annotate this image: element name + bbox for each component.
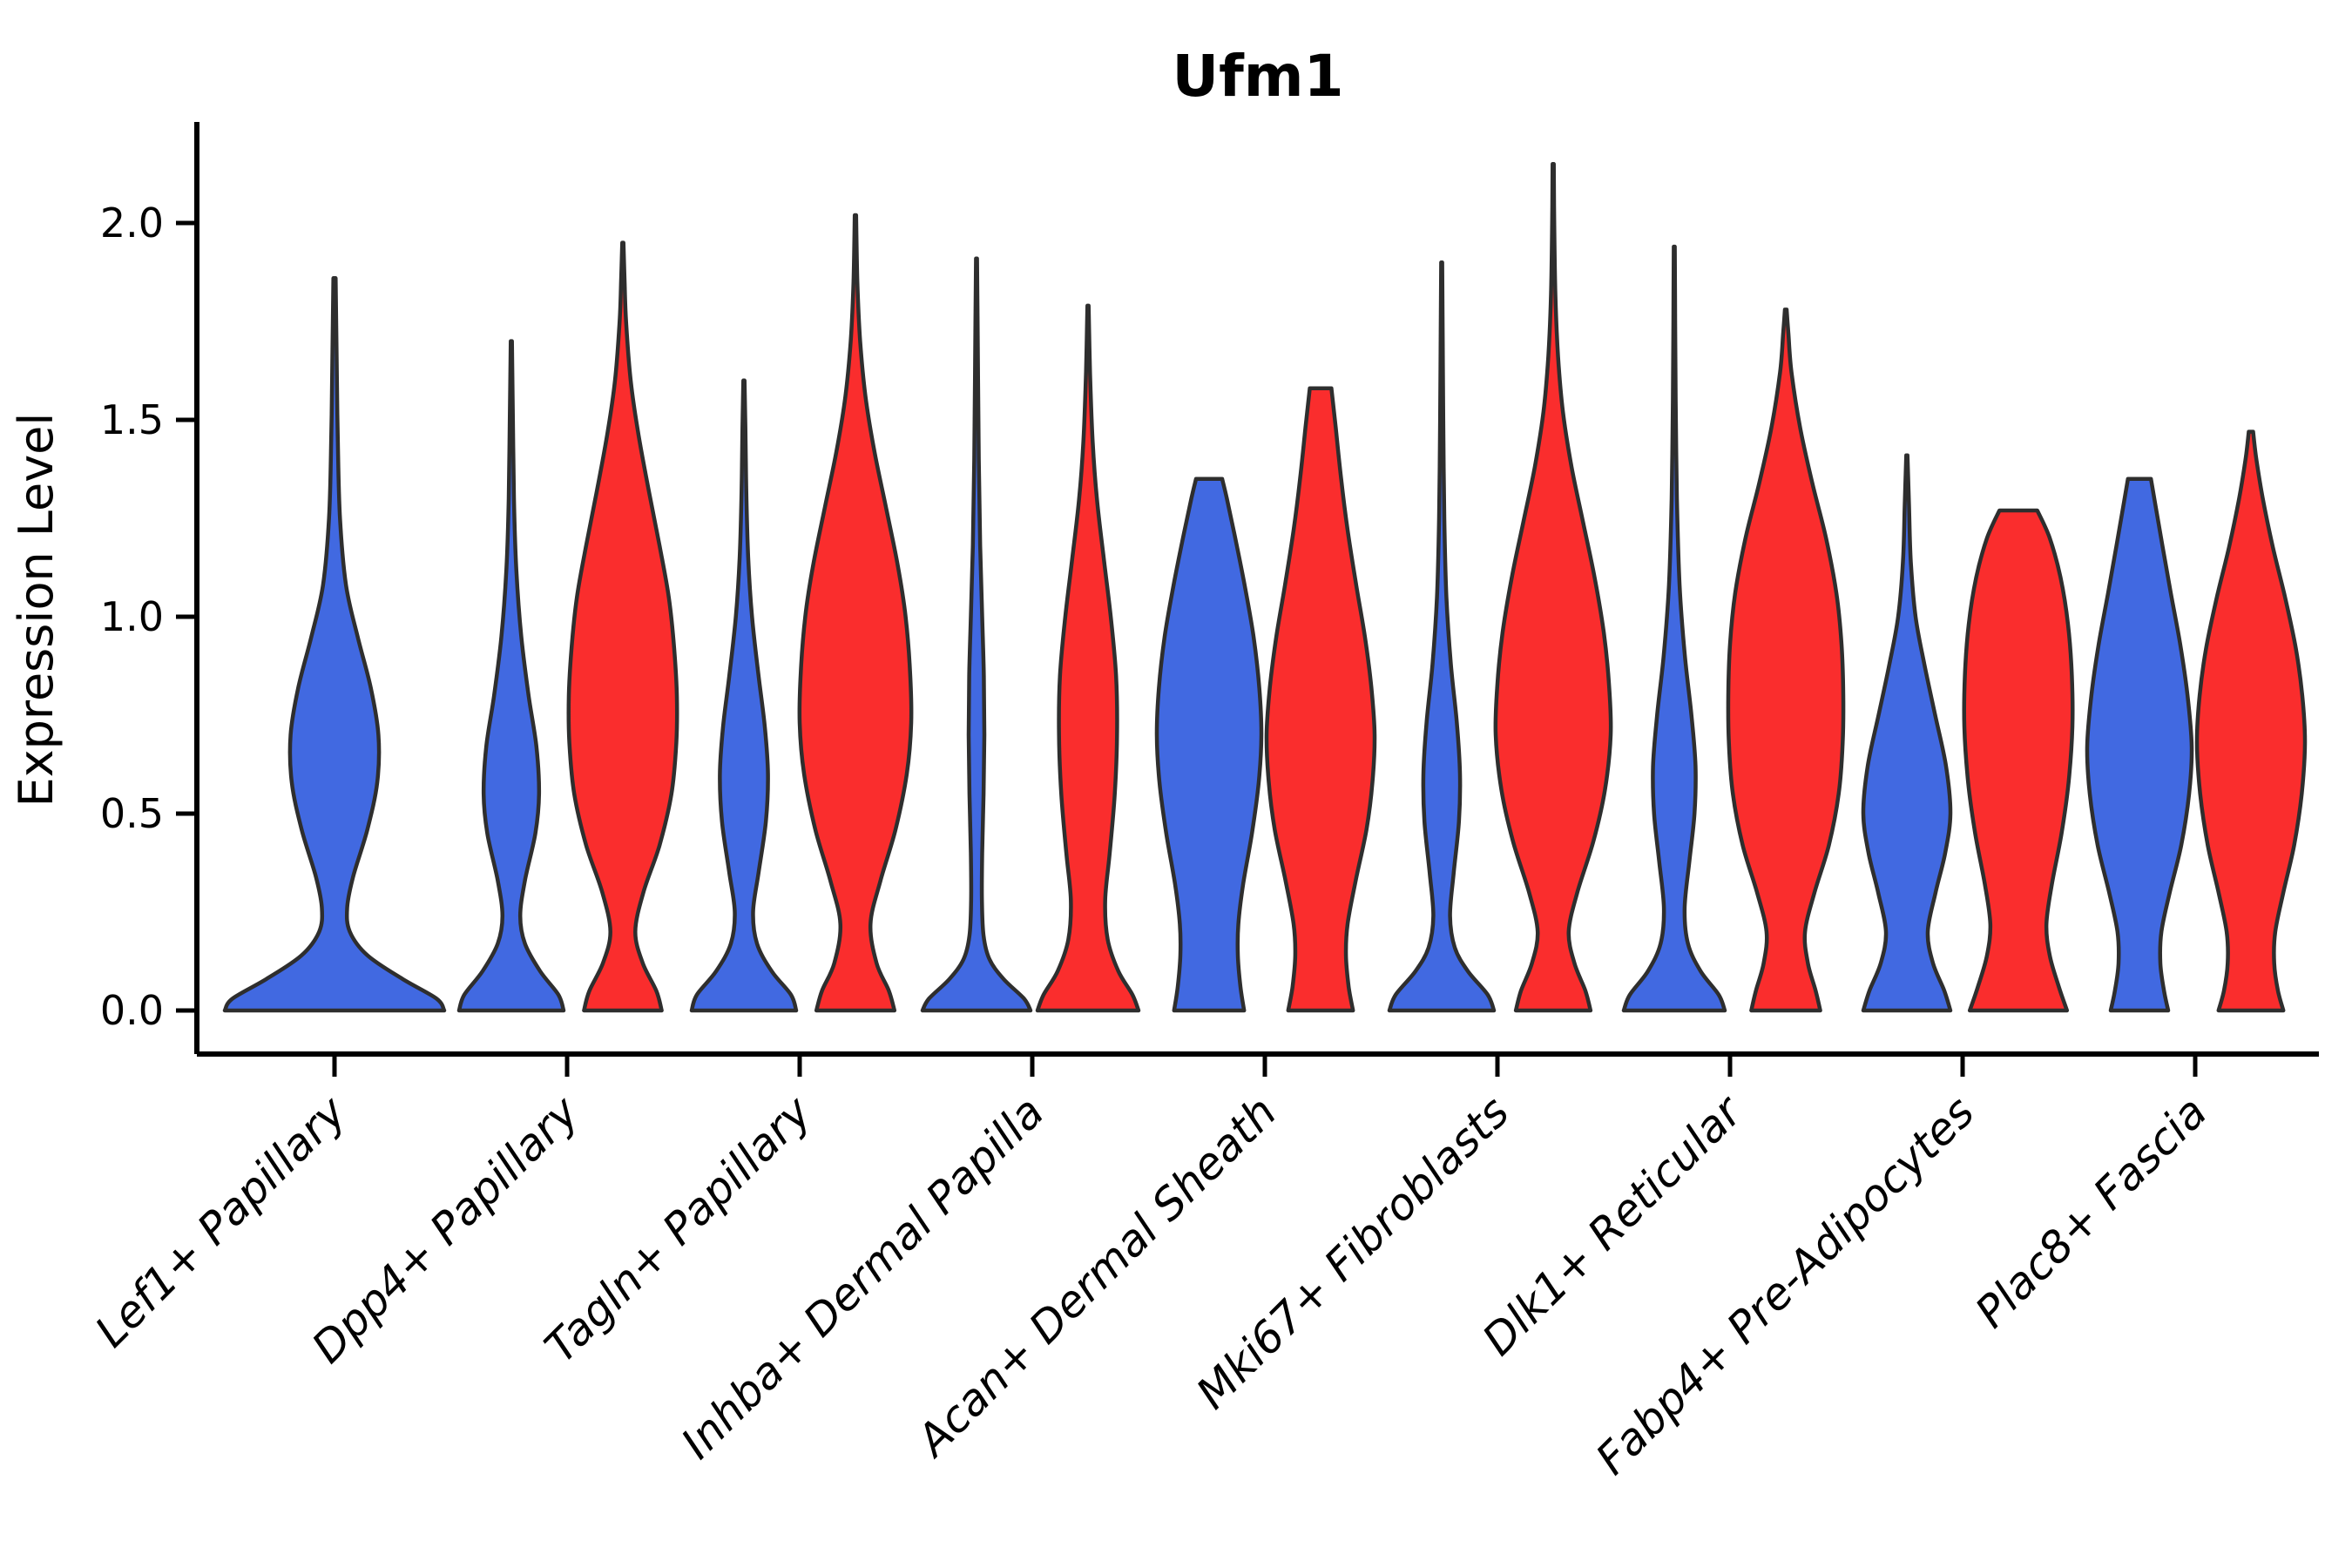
y-axis-label: Expression Level: [9, 413, 64, 808]
violin-fabp4-pre-adipocytes-red: [1962, 508, 2075, 1013]
violin-dlk1-reticular-red: [1726, 308, 1846, 1013]
violin-acan-dermal-sheath-blue: [1154, 476, 1264, 1013]
violin-plac8-fascia-red: [2194, 429, 2308, 1013]
violin-mki67-fibroblasts-red: [1493, 161, 1613, 1013]
violin-fabp4-pre-adipocytes-blue: [1861, 453, 1953, 1013]
y-tick-label: 0.0: [100, 987, 164, 1034]
violin-dpp4-papillary-blue: [456, 339, 566, 1013]
violin-dpp4-papillary-red: [566, 240, 679, 1013]
violin-inhba-dermal-papilla-blue: [920, 256, 1033, 1013]
violins-layer: [222, 161, 2308, 1013]
y-tick-label: 1.5: [100, 396, 164, 443]
violin-tagln-papillary-blue: [689, 378, 799, 1013]
x-tick-label-plac8-fascia: Plac8+ Fascia: [1966, 1086, 2217, 1337]
violin-dlk1-reticular-blue: [1621, 244, 1727, 1013]
violin-plac8-fascia-blue: [2085, 476, 2194, 1013]
violin-inhba-dermal-papilla-red: [1035, 303, 1141, 1013]
violin-mki67-fibroblasts-blue: [1387, 260, 1497, 1013]
chart-title: Ufm1: [1172, 43, 1343, 110]
violin-tagln-papillary-red: [797, 213, 914, 1013]
y-tick-label: 0.5: [100, 790, 164, 837]
y-tick-label: 2.0: [100, 199, 164, 247]
violin-acan-dermal-sheath-red: [1264, 386, 1377, 1013]
y-tick-label: 1.0: [100, 593, 164, 640]
x-tick-label-lef1-papillary: Lef1+ Papillary: [85, 1085, 356, 1356]
violin-lef1-papillary-blue: [222, 276, 447, 1013]
x-tick-label-fabp4-pre-adipocytes: Fabp4+ Pre-Adipocytes: [1586, 1086, 1984, 1484]
